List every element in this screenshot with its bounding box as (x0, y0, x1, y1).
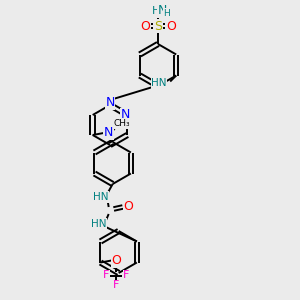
Text: O: O (140, 20, 150, 32)
Text: H: H (152, 6, 160, 16)
Text: CH₃: CH₃ (113, 119, 130, 128)
Text: HN: HN (93, 192, 108, 202)
Text: F: F (123, 271, 130, 281)
Text: S: S (154, 20, 162, 32)
Text: O: O (166, 20, 176, 32)
Text: N: N (157, 4, 167, 17)
Text: F: F (113, 280, 120, 290)
Text: H: H (164, 8, 170, 17)
Text: HN: HN (152, 79, 167, 88)
Text: O: O (124, 200, 134, 214)
Text: N: N (104, 127, 113, 140)
Text: N: N (121, 109, 130, 122)
Text: O: O (112, 254, 122, 267)
Text: F: F (103, 271, 110, 281)
Text: HN: HN (91, 219, 106, 229)
Text: N: N (105, 97, 115, 110)
